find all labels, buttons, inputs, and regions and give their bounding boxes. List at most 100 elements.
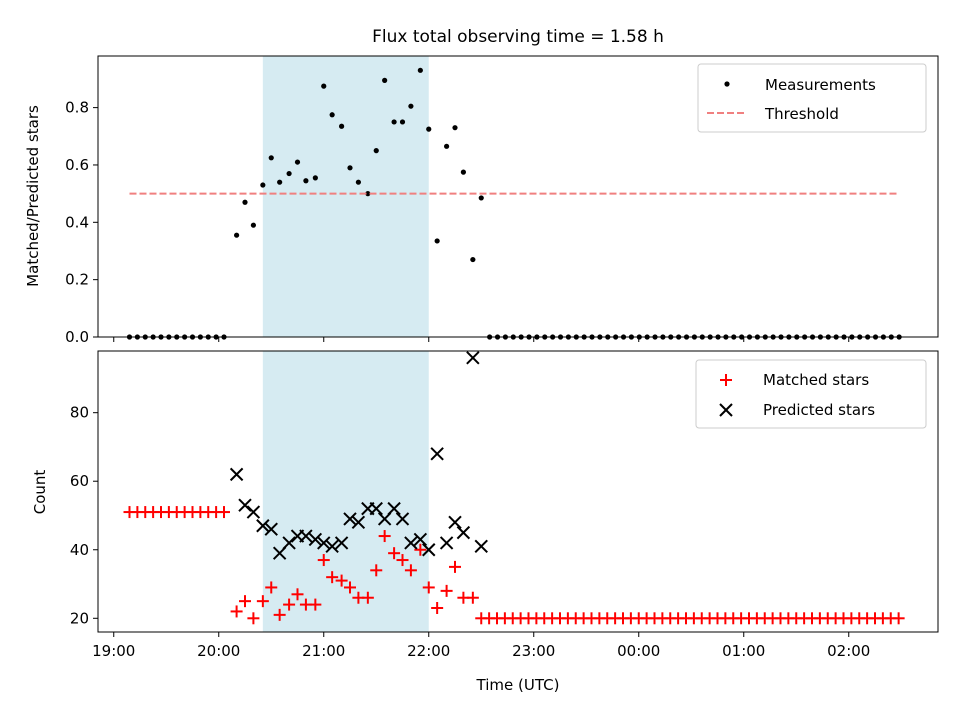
matched-stars-point: [414, 543, 427, 556]
top-panel: Flux total observing time = 1.58 h 0.0 0.…: [24, 27, 939, 346]
legend-predicted-marker: [719, 403, 733, 417]
matched-stars-point: [218, 506, 230, 519]
measurement-point: [268, 155, 274, 161]
matched-stars-point: [344, 581, 356, 594]
bottom-y-axis-label: Count: [31, 470, 49, 515]
predicted-stars-point: [456, 525, 471, 540]
top-shaded-span: [262, 56, 429, 337]
predicted-stars-point: [466, 351, 480, 365]
matched-stars-point: [388, 547, 401, 560]
y-tick-label: 0.6: [65, 156, 89, 174]
measurement-point: [365, 191, 371, 197]
x-tick-label: 22:00: [407, 642, 450, 660]
x-tick-label: 00:00: [617, 642, 660, 660]
measurement-point: [434, 238, 440, 244]
matched-stars-point: [440, 584, 453, 597]
bottom-panel: 19:00 20:00 21:00 22:00 23:00 00:00 01:00 02:00…: [31, 350, 939, 694]
predicted-stars-point: [422, 543, 436, 557]
y-tick-label: 0.4: [65, 213, 89, 231]
predicted-stars-point: [246, 505, 261, 519]
predicted-stars-point: [317, 536, 331, 550]
measurement-point: [250, 222, 256, 228]
matched-stars-point: [370, 564, 383, 577]
matched-stars-point: [335, 574, 348, 587]
matched-stars-point: [378, 530, 391, 543]
predicted-stars-point: [343, 512, 357, 526]
predicted-stars-point: [387, 501, 401, 516]
matched-stars-point: [431, 602, 444, 615]
measurement-point: [452, 125, 458, 131]
measurement-point: [234, 232, 240, 238]
matched-stars-point: [466, 591, 479, 604]
measurement-point: [339, 123, 345, 129]
predicted-stars-point: [369, 501, 383, 516]
matched-stars-point: [291, 588, 304, 601]
legend-predicted-label: Predicted stars: [763, 401, 875, 419]
matched-stars-point: [247, 612, 260, 625]
measurement-point: [294, 159, 301, 165]
predicted-stars-point: [430, 447, 444, 461]
x-tick-label: 23:00: [512, 642, 555, 660]
measurement-point: [391, 119, 397, 125]
predicted-stars-point: [238, 498, 252, 512]
top-axis-ticks: 0.0 0.2 0.4 0.6 0.8: [65, 99, 850, 346]
measurement-point: [460, 169, 466, 175]
matched-stars-point: [422, 581, 435, 594]
bottom-shaded-span: [262, 351, 429, 632]
chart-title: Flux total observing time = 1.58 h: [372, 27, 664, 47]
matched-stars-point: [265, 581, 278, 594]
y-tick-label: 20: [70, 609, 89, 627]
measurement-point: [355, 179, 361, 185]
matched-stars-point: [449, 560, 461, 573]
measurement-point: [303, 178, 309, 184]
matched-stars-point: [326, 571, 339, 584]
matched-stars-point: [273, 608, 286, 621]
bottom-axes-frame: [97, 350, 939, 633]
x-axis-label: Time (UTC): [476, 676, 560, 694]
legend-matched-label: Matched stars: [763, 371, 869, 389]
measurement-point: [426, 126, 432, 132]
predicted-stars-point: [325, 539, 339, 554]
top-axes-frame: [97, 55, 939, 338]
predicted-stars-point: [413, 532, 428, 547]
predicted-stars-point: [334, 536, 349, 550]
legend-measurements-marker: [724, 81, 730, 87]
predicted-stars-point: [448, 515, 462, 530]
legend-measurements-label: Measurements: [765, 76, 876, 94]
predicted-stars-point: [264, 522, 278, 536]
matched-stars-point: [396, 554, 409, 567]
predicted-stars-point: [282, 536, 296, 550]
measurement-point: [478, 195, 484, 201]
measurement-point: [242, 199, 248, 205]
top-legend-box: [697, 63, 927, 133]
measurement-point: [347, 165, 353, 171]
predicted-stars-point: [474, 539, 488, 554]
measurement-point: [312, 175, 318, 181]
bottom-data-marks: [123, 351, 905, 625]
matched-stars-point: [283, 598, 296, 611]
measurement-point: [417, 67, 423, 73]
measurement-point: [408, 103, 414, 109]
matched-stars-point: [309, 598, 322, 611]
y-tick-label: 0.0: [65, 328, 89, 346]
predicted-stars-point: [229, 467, 244, 482]
y-tick-label: 40: [70, 541, 89, 559]
legend-matched-marker: [720, 374, 732, 386]
measurement-point: [444, 143, 450, 149]
bottom-axis-ticks: 19:00 20:00 21:00 22:00 23:00 00:00 01:00 02:00…: [70, 404, 870, 660]
predicted-stars-point: [404, 536, 418, 550]
bottom-legend-box: [695, 359, 927, 429]
x-tick-label: 01:00: [722, 642, 765, 660]
legend-threshold-label: Threshold: [764, 105, 839, 123]
x-tick-label: 19:00: [92, 642, 135, 660]
predicted-stars-point: [299, 529, 313, 543]
predicted-stars-point: [395, 512, 410, 526]
predicted-stars-point: [439, 536, 454, 550]
top-y-axis-label: Matched/Predicted stars: [24, 105, 42, 287]
matched-stars-point: [230, 605, 243, 618]
measurement-point: [382, 77, 388, 83]
y-tick-label: 0.8: [65, 99, 89, 117]
measurement-point: [399, 119, 406, 125]
predicted-stars-point: [351, 515, 366, 530]
